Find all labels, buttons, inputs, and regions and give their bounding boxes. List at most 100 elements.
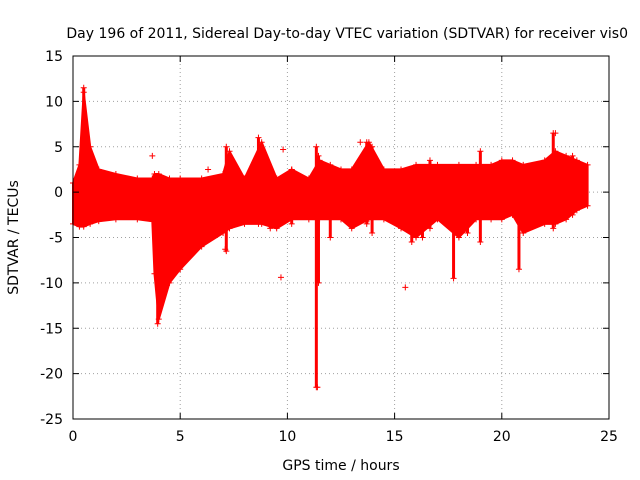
band-edge-point <box>112 170 119 177</box>
band-edge-point <box>338 216 344 223</box>
band-edge-point <box>563 216 570 223</box>
spike-bottom-point <box>315 279 322 286</box>
data-point <box>280 146 287 153</box>
band-edge-point <box>413 161 420 168</box>
spike-bottom-point <box>369 229 376 236</box>
band-edge-point <box>520 229 527 236</box>
spike-bottom-point <box>327 234 334 241</box>
band-edge-point <box>76 161 83 168</box>
band-edge-point <box>398 166 405 173</box>
band-edge-point <box>305 216 312 223</box>
data-point <box>552 130 559 137</box>
band-edge-point <box>166 175 173 182</box>
band-edge-point <box>198 175 205 182</box>
x-tick-label: 5 <box>176 429 185 445</box>
spike-bottom-point <box>450 275 457 282</box>
band-edge-point <box>509 211 516 218</box>
spike-top-point <box>419 180 426 187</box>
data-point <box>149 152 156 159</box>
y-tick-label: -15 <box>40 321 63 337</box>
chart-title: Day 196 of 2011, Sidereal Day-to-day VTE… <box>66 26 628 42</box>
band-edge-point <box>87 143 94 150</box>
band-edge-point <box>288 216 295 223</box>
band-edge-point <box>226 225 233 232</box>
spike-top-point <box>223 143 230 150</box>
axis-ticks: 0 5 10 15 20 25 -25 -20 -15 -10 -5 0 5 10 15 <box>40 49 618 445</box>
y-tick-label: -5 <box>49 231 63 247</box>
band-edge-point <box>220 229 227 236</box>
band-edge-point <box>380 166 387 173</box>
band-edge-point <box>413 234 420 241</box>
spike-bottom-point <box>550 225 557 232</box>
band-edge-point <box>584 161 591 168</box>
band-edge-point <box>95 218 102 225</box>
band-edge-point <box>95 166 102 173</box>
band-edge-point <box>473 161 480 168</box>
spike-top-point <box>477 148 484 155</box>
band-edge-point <box>552 148 559 155</box>
band-edge-point <box>455 161 462 168</box>
band-edge-point <box>80 89 87 96</box>
data-point <box>277 274 284 281</box>
y-tick-label: 15 <box>45 49 63 65</box>
spike-bottom-point <box>569 211 576 218</box>
band-edge-point <box>338 166 344 173</box>
band-edge-point <box>380 216 387 223</box>
data-point <box>314 384 321 391</box>
x-tick-label: 25 <box>600 429 618 445</box>
band-edge-point <box>155 170 162 177</box>
band-edge-point <box>134 216 141 223</box>
plot-area <box>70 84 591 391</box>
band-edge-point <box>316 216 323 223</box>
band-edge-point <box>509 157 516 164</box>
data-point <box>222 246 229 253</box>
band-edge-point <box>80 223 87 230</box>
band-edge-point <box>473 216 480 223</box>
spike-top-point <box>450 170 457 177</box>
band-edge-point <box>273 225 280 232</box>
x-axis-label: GPS time / hours <box>282 458 399 474</box>
spike-top-point <box>267 170 274 177</box>
band-edge-point <box>488 216 495 223</box>
x-tick-label: 20 <box>493 429 511 445</box>
band-edge-point <box>365 139 372 146</box>
spike-bottom-point <box>464 229 471 236</box>
band-edge-point <box>498 157 505 164</box>
y-tick-label: 0 <box>54 185 63 201</box>
band-edge-point <box>112 216 119 223</box>
band-edge-point <box>149 175 156 182</box>
band-edge-point <box>151 270 158 277</box>
band-edge-point <box>241 220 248 227</box>
band-edge-point <box>573 207 580 214</box>
band-edge-point <box>498 216 505 223</box>
band-edge-point <box>177 266 184 273</box>
x-tick-label: 0 <box>69 429 78 445</box>
band-edge-point <box>348 166 355 173</box>
spike-top-point <box>255 134 262 141</box>
x-tick-label: 10 <box>278 429 296 445</box>
band-edge-point <box>198 243 205 250</box>
band-edge-point <box>166 279 173 286</box>
y-tick-label: -20 <box>40 367 63 383</box>
x-tick-label: 15 <box>386 429 404 445</box>
band-edge-point <box>434 216 441 223</box>
spike-top-point <box>327 161 334 168</box>
data-point <box>402 284 409 291</box>
spike-bottom-point <box>477 239 484 246</box>
band-edge-point <box>541 157 548 164</box>
band-edge-point <box>541 220 548 227</box>
spike-bottom-point <box>267 225 274 232</box>
y-tick-label: 10 <box>45 94 63 110</box>
band-edge-point <box>316 157 323 164</box>
spike-top-point <box>313 143 320 150</box>
y-tick-label: -10 <box>40 276 63 292</box>
band-edge-point <box>134 175 141 182</box>
y-tick-label: -25 <box>40 412 63 428</box>
band-edge-point <box>584 202 591 209</box>
spike-bottom-point <box>363 220 370 227</box>
band-edge-point <box>520 161 527 168</box>
spike-bottom-point <box>154 320 161 327</box>
spike-top-point <box>464 166 471 173</box>
data-point <box>357 139 364 146</box>
